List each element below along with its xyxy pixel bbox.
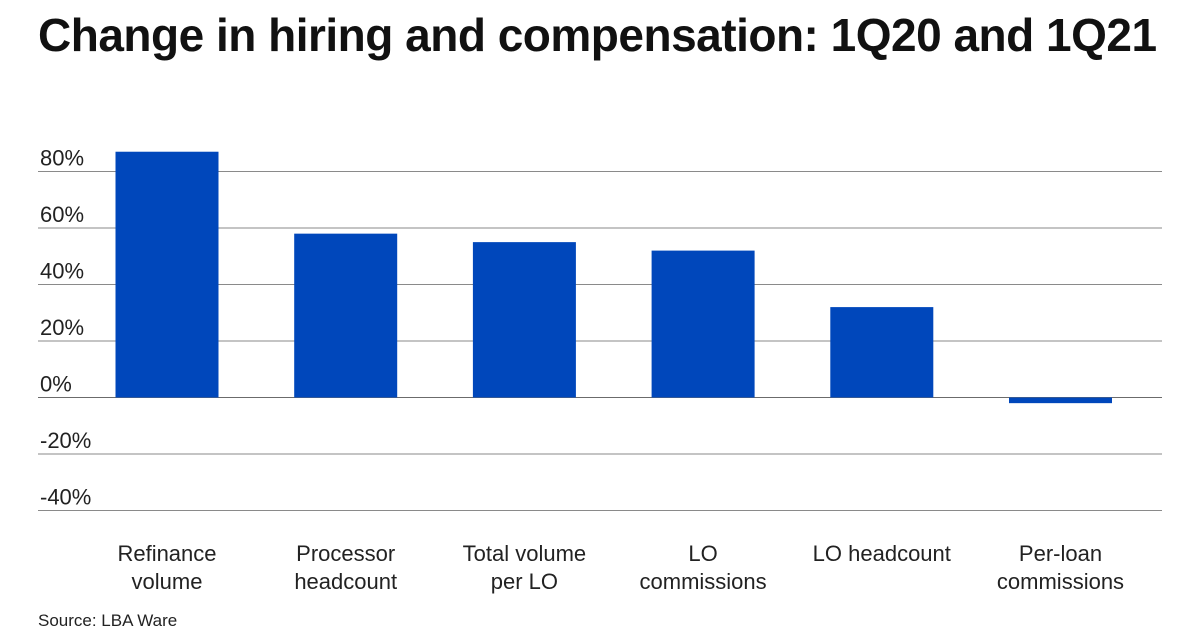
y-tick-label: 0% bbox=[40, 372, 72, 397]
y-tick-label: 60% bbox=[40, 202, 84, 227]
bar bbox=[830, 307, 934, 398]
x-category-label: LO commissions bbox=[640, 541, 767, 594]
y-axis-tick-labels: 80% 60% 40% 20% 0% -20% -40% bbox=[40, 146, 91, 510]
y-tick-label: 40% bbox=[40, 259, 84, 284]
x-axis-category-labels: Refinance volume Processor headcount Total v… bbox=[117, 541, 1124, 594]
y-tick-label: 80% bbox=[40, 146, 84, 171]
x-category-label: Total volume per LO bbox=[463, 541, 587, 594]
x-category-label: Refinance volume bbox=[117, 541, 216, 594]
chart-title: Change in hiring and compensation: 1Q20 … bbox=[38, 9, 1157, 61]
bar bbox=[294, 233, 398, 398]
x-category-label: Per-loan commissions bbox=[997, 541, 1124, 594]
source-note: Source: LBA Ware bbox=[38, 611, 178, 630]
bar bbox=[115, 151, 219, 398]
x-category-label: LO headcount bbox=[813, 541, 951, 566]
bar-chart: 80% 60% 40% 20% 0% -20% -40% Refinance volume Pr… bbox=[38, 146, 1162, 594]
y-tick-label: -40% bbox=[40, 485, 91, 510]
y-tick-label: -20% bbox=[40, 428, 91, 453]
bar bbox=[651, 250, 755, 398]
gridlines bbox=[38, 171, 1162, 511]
bars bbox=[115, 151, 1112, 404]
bar bbox=[1009, 397, 1112, 404]
x-category-label: Processor headcount bbox=[294, 541, 397, 594]
bar bbox=[472, 242, 576, 398]
y-tick-label: 20% bbox=[40, 315, 84, 340]
